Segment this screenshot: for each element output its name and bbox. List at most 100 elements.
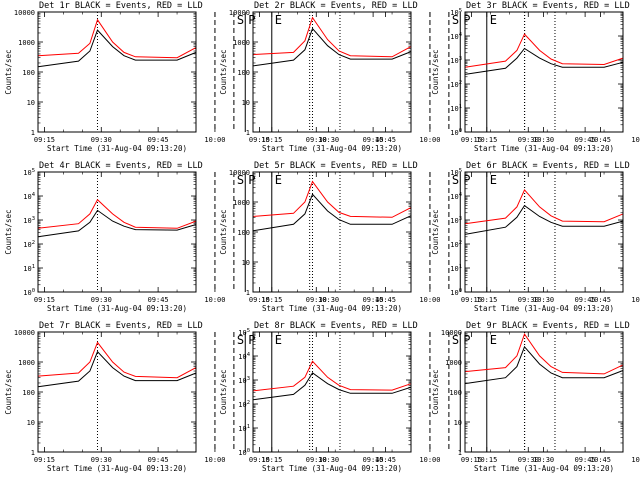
x-tick-label: 10:15 [476,136,497,144]
chart-panel-5: Det 5r BLACK = Events, RED = LLD 1 10 100 10… [219,161,611,313]
y-tick-label: 1000 [18,359,35,367]
marker-label-s: S [237,13,244,27]
x-tick-label: 09:15 [249,296,270,304]
y-axis-label: Counts/sec [431,209,440,254]
events-series-line [252,372,412,401]
y-tick-label: 10 [27,99,35,107]
x-tick-label: 10:45 [375,136,396,144]
y-tick-label: 104 [450,192,462,201]
chart-title: Det 8r BLACK = Events, RED = LLD [254,321,418,331]
x-tick-label: 10:15 [261,136,282,144]
y-tick-label: 101 [238,424,250,433]
chart-panel-6: Det 6r BLACK = Events, RED = LLD 100 101 10… [431,161,640,313]
y-tick-label: 10000 [441,329,462,337]
x-tick-label: 09:45 [575,136,596,144]
marker-label-s: S [452,173,459,187]
x-tick-label: 10:00 [204,296,225,304]
y-tick-label: 100 [23,288,35,297]
marker-label-e: E [490,173,497,187]
y-tick-label: 103 [450,56,462,65]
events-series-line [252,27,412,67]
x-tick-label: 09:15 [249,136,270,144]
y-tick-label: 103 [23,216,35,225]
x-axis-label: Start Time (31-Aug-04 09:13:20) [262,144,402,153]
plot-frame [37,331,197,453]
marker-label-e: E [490,333,497,347]
x-tick-label: 09:15 [34,456,55,464]
y-tick-label: 1000 [233,199,250,207]
y-axis-label: Counts/sec [4,369,13,414]
y-tick-label: 105 [23,168,35,177]
x-tick-label: 09:30 [518,136,539,144]
y-tick-label: 1 [31,129,35,137]
x-tick-label: 09:45 [148,136,169,144]
plot-frame [252,11,412,133]
lld-series-line [37,341,197,380]
chart-title: Det 7r BLACK = Events, RED = LLD [39,321,203,331]
x-tick-label: 10:00 [631,136,640,144]
chart-panel-3: Det 3r BLACK = Events, RED = LLD 100 101 10… [431,1,640,153]
events-series-line [37,29,197,68]
x-tick-label: 10:00 [419,456,440,464]
x-tick-label: 09:15 [461,136,482,144]
marker-label-e: E [275,13,282,27]
x-tick-label: 10:30 [318,296,339,304]
x-tick-label: 09:30 [91,296,112,304]
plot-frame [37,11,197,133]
events-series-line [464,345,624,385]
marker-label-p: P [248,333,255,347]
y-tick-label: 100 [22,389,35,397]
y-tick-label: 10 [454,419,462,427]
y-tick-label: 1000 [233,39,250,47]
plot-frame [464,331,624,453]
y-tick-label: 100 [450,128,462,137]
y-axis-label: Counts/sec [4,209,13,254]
y-tick-label: 100 [237,229,250,237]
x-axis-label: Start Time (31-Aug-04 09:13:20) [47,144,187,153]
y-axis-label: Counts/sec [219,369,228,414]
y-tick-label: 100 [237,69,250,77]
x-tick-label: 10:00 [204,456,225,464]
chart-panel-2: Det 2r BLACK = Events, RED = LLD 1 10 100 10… [219,1,611,153]
plot-frame [464,171,624,293]
y-axis-label: Counts/sec [219,209,228,254]
x-tick-label: 10:00 [419,296,440,304]
plot-frame [252,331,412,453]
x-tick-label: 09:30 [518,456,539,464]
x-tick-label: 09:45 [363,296,384,304]
x-tick-label: 09:30 [91,136,112,144]
y-tick-label: 1 [31,449,35,457]
x-tick-label: 09:15 [461,296,482,304]
x-tick-label: 10:00 [419,136,440,144]
plot-frame [252,171,412,293]
y-tick-label: 100 [450,288,462,297]
y-tick-label: 1000 [445,359,462,367]
x-tick-label: 10:30 [318,456,339,464]
y-tick-label: 1 [458,449,462,457]
marker-label-s: S [237,333,244,347]
chart-title: Det 9r BLACK = Events, RED = LLD [466,321,630,331]
marker-label-e: E [490,13,497,27]
x-tick-label: 09:45 [575,456,596,464]
marker-label-p: P [463,173,470,187]
chart-title: Det 4r BLACK = Events, RED = LLD [39,161,203,171]
chart-title: Det 3r BLACK = Events, RED = LLD [466,1,630,11]
chart-panel-1: Det 1r BLACK = Events, RED = LLD 1 10 100 10… [4,1,396,153]
x-axis-label: Start Time (31-Aug-04 09:13:20) [262,304,402,313]
x-tick-label: 10:45 [375,296,396,304]
events-series-line [252,193,412,232]
x-tick-label: 09:30 [91,456,112,464]
marker-label-s: S [452,13,459,27]
chart-title: Det 1r BLACK = Events, RED = LLD [39,1,203,11]
y-tick-label: 10000 [229,169,250,177]
plot-frame [37,171,197,293]
x-tick-label: 09:15 [34,136,55,144]
lld-series-line [37,18,197,60]
y-tick-label: 10000 [229,9,250,17]
y-tick-label: 10000 [14,329,35,337]
y-tick-label: 105 [238,328,250,337]
chart-title: Det 6r BLACK = Events, RED = LLD [466,161,630,171]
marker-label-s: S [452,333,459,347]
chart-title: Det 2r BLACK = Events, RED = LLD [254,1,418,11]
y-tick-label: 103 [238,376,250,385]
